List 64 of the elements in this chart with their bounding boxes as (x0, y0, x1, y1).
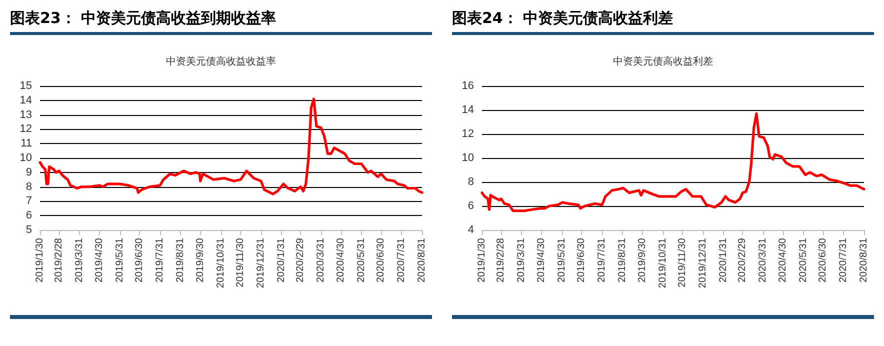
x-tick-label: 2019/11/30 (235, 238, 246, 288)
x-tick-label: 2019/5/31 (114, 238, 126, 282)
x-tick-label: 2019/7/31 (596, 238, 608, 282)
x-tick-label: 2019/8/31 (175, 238, 186, 282)
x-tick-label: 2019/12/31 (256, 238, 267, 288)
x-tick-label: 2020/1/31 (718, 238, 729, 282)
y-tick-label: 11 (20, 138, 32, 150)
x-tick-label: 2019/11/30 (677, 238, 688, 288)
x-tick-label: 2019/2/28 (496, 238, 507, 282)
y-tick-label: 14 (462, 104, 474, 116)
y-tick-label: 8 (468, 176, 474, 188)
x-tick-label: 2019/6/30 (134, 238, 146, 282)
y-tick-label: 9 (26, 166, 32, 178)
x-tick-label: 2020/3/31 (758, 238, 769, 282)
chart-subtitle: 中资美元债高收益收益率 (166, 56, 276, 68)
y-tick-label: 8 (26, 180, 32, 193)
y-tick-label: 15 (20, 80, 32, 92)
y-tick-label: 10 (462, 152, 474, 164)
y-tick-label: 6 (468, 200, 474, 212)
line-series (38, 98, 424, 196)
y-tick-label: 12 (20, 123, 32, 136)
chart-subtitle: 中资美元债高收益利差 (613, 56, 713, 68)
y-tick-label: 12 (462, 128, 474, 140)
y-tick-label: 6 (26, 210, 32, 222)
x-tick-label: 2020/8/31 (858, 238, 870, 282)
x-tick-label: 2019/12/31 (698, 238, 709, 288)
x-tick-label: 2019/3/31 (516, 238, 528, 282)
x-tick-label: 2020/7/31 (838, 238, 850, 282)
x-tick-label: 2020/7/31 (396, 238, 408, 282)
x-tick-label: 2020/5/31 (356, 238, 367, 282)
x-tick-label: 2019/4/30 (94, 238, 105, 282)
x-tick-label: 2019/8/31 (617, 238, 628, 282)
x-tick-label: 2020/6/30 (376, 238, 387, 282)
y-tick-label: 10 (20, 152, 32, 164)
chart-title: 图表23： 中资美元债高收益到期收益率 (10, 6, 432, 35)
x-tick-label: 2020/3/31 (316, 238, 327, 282)
x-tick-label: 2020/4/30 (335, 238, 346, 282)
x-tick-label: 2019/4/30 (536, 238, 547, 282)
x-tick-label: 2019/6/30 (576, 238, 588, 282)
x-tick-label: 2020/6/30 (818, 238, 829, 282)
x-tick-label: 2020/5/31 (798, 238, 809, 282)
x-tick-label: 2020/2/29 (295, 238, 306, 282)
y-tick-label: 7 (26, 195, 32, 208)
x-tick-label: 2019/9/30 (636, 238, 648, 282)
x-tick-label: 2019/10/31 (657, 238, 668, 288)
x-tick-label: 2020/4/30 (777, 238, 788, 282)
x-tick-label: 2019/9/30 (194, 238, 206, 282)
y-tick-label: 13 (20, 108, 32, 121)
x-tick-label: 2019/2/28 (54, 238, 65, 282)
x-tick-label: 2019/3/31 (74, 238, 86, 282)
y-tick-label: 14 (20, 94, 32, 106)
line-series (480, 112, 866, 212)
x-tick-label: 2019/5/31 (556, 238, 568, 282)
x-tick-label: 2019/1/30 (34, 238, 46, 282)
x-tick-label: 2020/8/31 (416, 238, 428, 282)
y-tick-label: 4 (468, 224, 474, 236)
y-tick-label: 16 (462, 80, 474, 92)
y-tick-label: 5 (26, 224, 32, 236)
x-tick-label: 2020/1/31 (276, 238, 287, 282)
x-tick-label: 2019/1/30 (476, 238, 488, 282)
x-tick-label: 2019/7/31 (154, 238, 166, 282)
x-tick-label: 2019/10/31 (215, 238, 226, 288)
x-tick-label: 2020/2/29 (737, 238, 748, 282)
chart-title: 图表24： 中资美元债高收益利差 (452, 6, 874, 35)
